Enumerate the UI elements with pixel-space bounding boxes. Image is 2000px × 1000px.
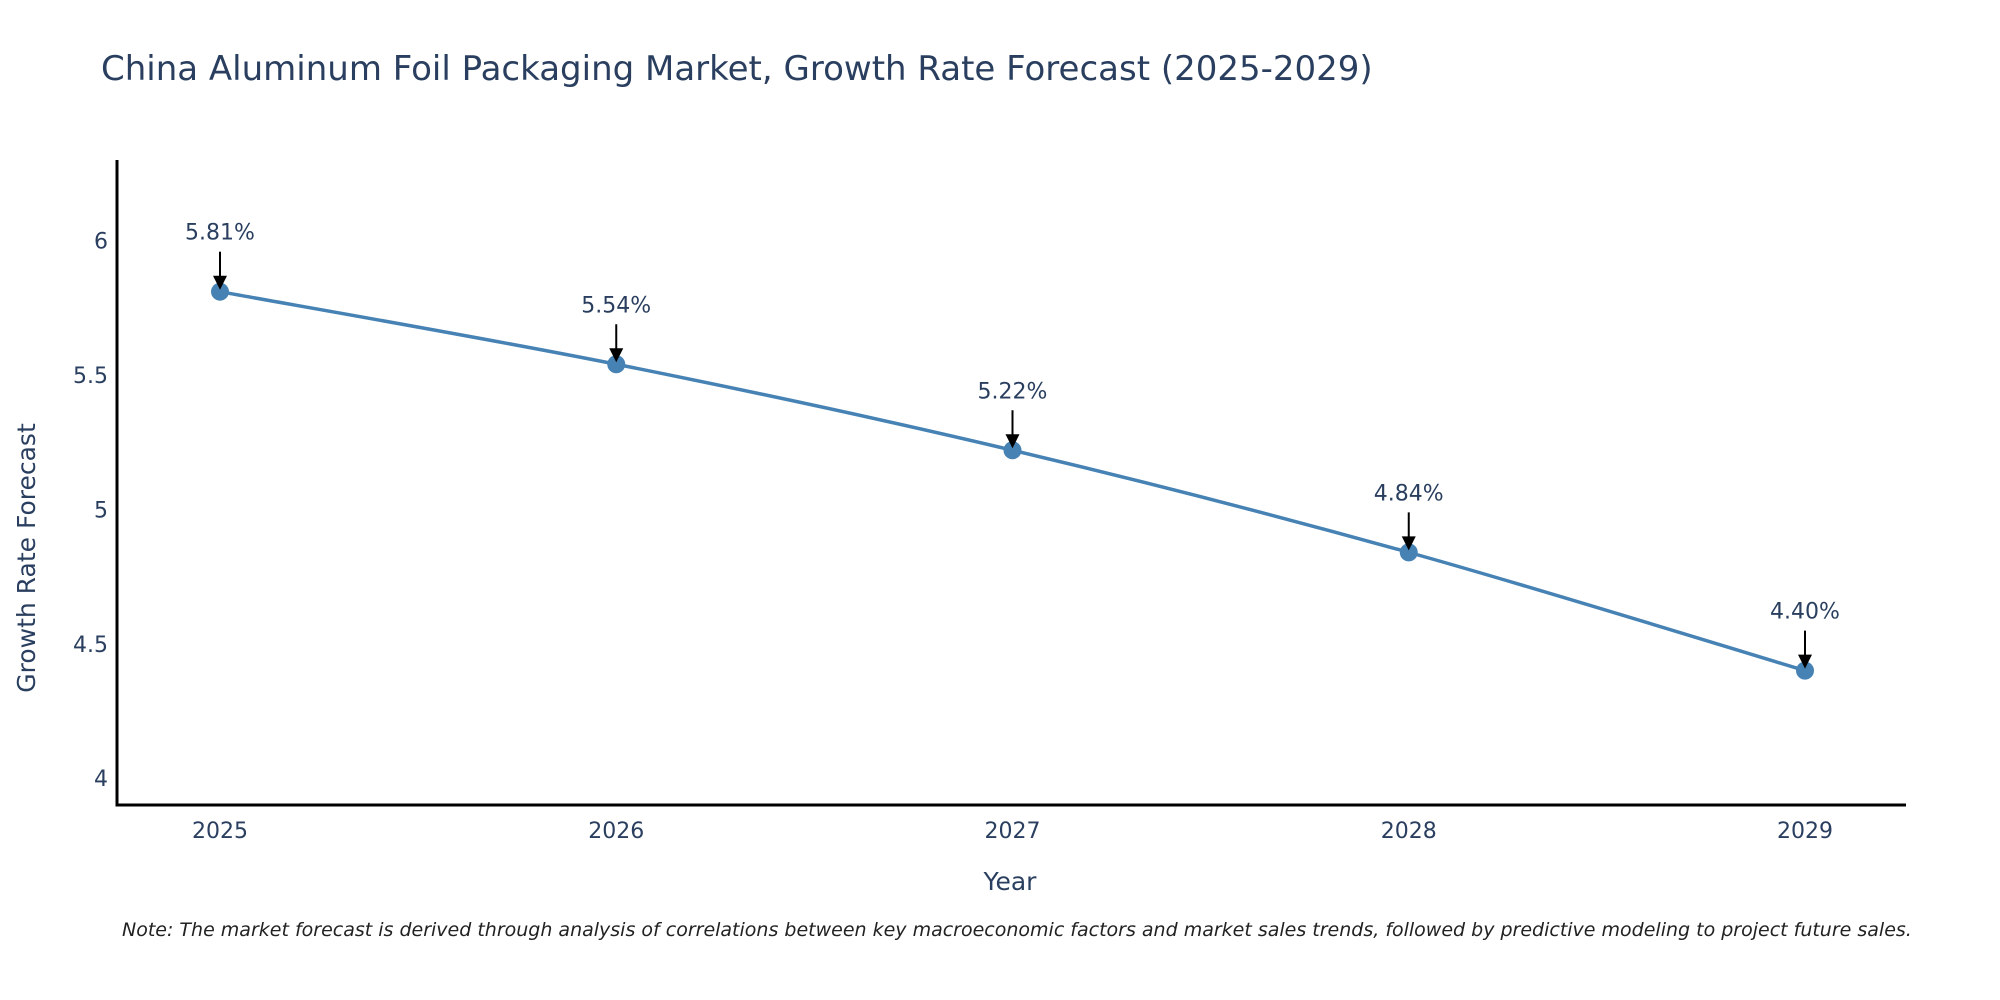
- y-tick-label: 6: [94, 230, 108, 255]
- x-tick-label: 2027: [985, 819, 1041, 844]
- annotation-arrow-head: [1005, 434, 1020, 449]
- y-axis-label: Growth Rate Forecast: [12, 423, 41, 693]
- data-label-annotation: 5.54%: [581, 293, 651, 363]
- footnote: Note: The market forecast is derived thr…: [122, 919, 1912, 941]
- x-tick-label: 2029: [1777, 819, 1833, 844]
- data-point: [607, 355, 626, 374]
- data-annotations: 5.81% 5.54% 5.22% 4.84% 4.40%: [185, 221, 1840, 669]
- data-label-annotation: 5.22%: [978, 379, 1048, 449]
- annotation-arrow-head: [1401, 536, 1416, 551]
- data-label-annotation: 4.84%: [1374, 481, 1444, 551]
- axes: [115, 160, 1906, 807]
- y-axis-ticks: 4 4.5 5 5.5 6: [73, 230, 108, 793]
- annotation-arrow-head: [1798, 654, 1812, 669]
- data-label-annotation: 4.40%: [1770, 600, 1840, 669]
- y-tick-label: 5.5: [73, 364, 108, 389]
- annotation-arrow-head: [213, 275, 227, 290]
- data-label: 5.81%: [185, 221, 255, 246]
- series-line: [219, 289, 1806, 673]
- data-point: [211, 282, 229, 301]
- data-point: [1003, 441, 1022, 460]
- chart-title: China Aluminum Foil Packaging Market, Gr…: [101, 49, 1373, 89]
- series-growth-rate: [211, 282, 1814, 680]
- x-axis-ticks: 2025 2026 2027 2028 2029: [192, 819, 1833, 844]
- data-label: 4.84%: [1374, 481, 1444, 506]
- x-tick-label: 2026: [588, 819, 644, 844]
- y-tick-label: 4.5: [73, 633, 108, 658]
- annotation-arrow-head: [609, 348, 624, 363]
- data-point: [1399, 543, 1418, 562]
- data-label: 5.22%: [978, 379, 1048, 404]
- x-tick-label: 2028: [1381, 819, 1437, 844]
- y-tick-label: 4: [94, 767, 108, 792]
- x-axis-label: Year: [983, 867, 1038, 896]
- data-label: 5.54%: [581, 293, 651, 318]
- data-label-annotation: 5.81%: [185, 221, 255, 290]
- x-tick-label: 2025: [192, 819, 248, 844]
- data-label: 4.40%: [1770, 600, 1840, 625]
- data-point: [1796, 661, 1814, 680]
- y-tick-label: 5: [94, 498, 108, 523]
